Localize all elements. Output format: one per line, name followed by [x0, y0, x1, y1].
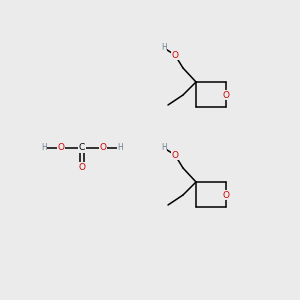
Text: O: O: [100, 143, 106, 152]
Text: O: O: [58, 143, 64, 152]
Text: C: C: [79, 143, 85, 152]
Text: O: O: [172, 151, 178, 160]
Text: O: O: [79, 163, 86, 172]
Text: O: O: [223, 91, 230, 100]
Text: H: H: [161, 143, 167, 152]
Text: H: H: [161, 44, 167, 52]
Text: H: H: [117, 143, 123, 152]
Text: O: O: [223, 190, 230, 200]
Text: H: H: [41, 143, 47, 152]
Text: O: O: [172, 50, 178, 59]
